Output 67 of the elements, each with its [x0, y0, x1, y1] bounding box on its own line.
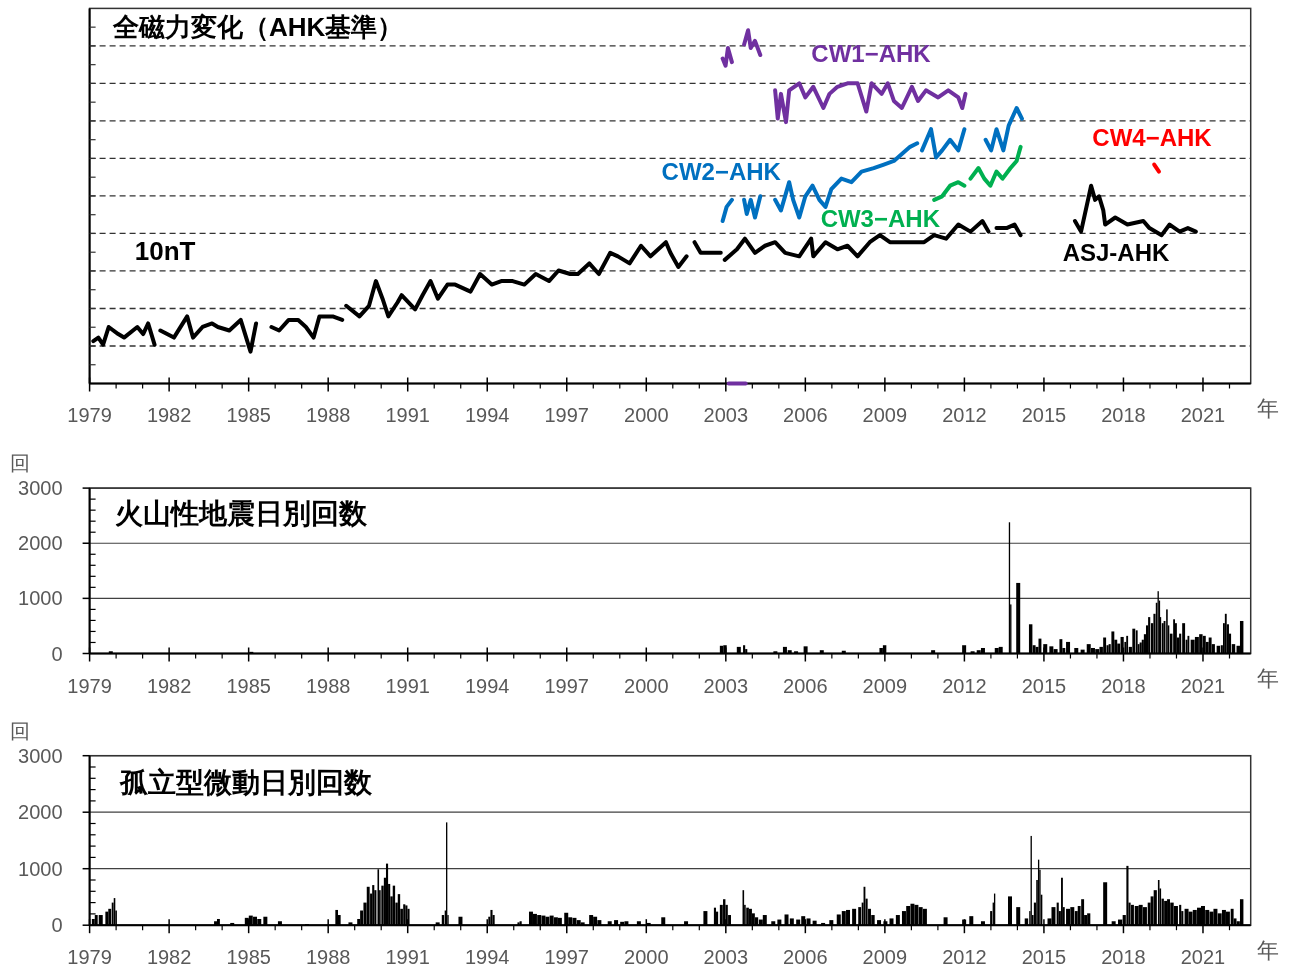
x-tick-label: 1982 [146, 675, 192, 697]
y-axis-title: 回 [10, 452, 30, 475]
series-label: CW1−AHK [811, 39, 932, 67]
y-tick-label: 3000 [18, 744, 63, 767]
x-tick-label: 1994 [464, 404, 510, 426]
x-tick-label: 2018 [1101, 946, 1146, 968]
x-tick-label: 2003 [703, 404, 749, 426]
chart-title: 全磁力変化（AHK基準） [112, 12, 404, 42]
x-tick-label: 1979 [67, 404, 112, 426]
x-tick-label: 2003 [703, 946, 749, 968]
x-tick-label: 2012 [942, 946, 987, 968]
x-tick-label: 1997 [544, 675, 590, 697]
y-axis-title: 回 [10, 719, 30, 742]
x-axis-title: 年 [1256, 937, 1279, 963]
x-tick-label: 1985 [226, 946, 271, 968]
series-label: CW2−AHK [661, 158, 782, 186]
y-tick-label: 1000 [18, 857, 63, 880]
x-tick-label: 2018 [1101, 404, 1146, 426]
x-tick-label: 1988 [305, 404, 351, 426]
x-tick-label: 1991 [385, 946, 430, 968]
x-tick-label: 2012 [942, 675, 987, 697]
x-tick-label: 1991 [385, 675, 430, 697]
series-label: CW4−AHK [1092, 123, 1213, 151]
x-tick-label: 2015 [1021, 675, 1067, 697]
x-tick-label: 2009 [862, 946, 908, 968]
y-tick-label: 0 [51, 642, 63, 665]
y-tick-label: 0 [51, 914, 63, 937]
x-tick-label: 1988 [305, 946, 351, 968]
x-tick-label: 2021 [1180, 946, 1226, 968]
x-tick-label: 1979 [67, 675, 112, 697]
y-tick-label: 1000 [18, 587, 63, 610]
x-tick-label: 2015 [1021, 404, 1067, 426]
x-tick-label: 2009 [862, 404, 908, 426]
chart-title: 孤立型微動日別回数 [119, 766, 373, 798]
x-tick-label: 2021 [1180, 675, 1226, 697]
series-label: ASJ-AHK [1062, 239, 1171, 267]
x-tick-label: 2000 [624, 946, 669, 968]
x-tick-label: 1985 [226, 675, 271, 697]
x-tick-label: 1979 [67, 946, 112, 968]
x-tick-label: 1994 [464, 675, 510, 697]
x-tick-label: 1982 [146, 946, 192, 968]
x-tick-label: 1988 [305, 675, 351, 697]
x-axis-title: 年 [1256, 666, 1279, 691]
x-tick-label: 2000 [624, 404, 669, 426]
x-tick-label: 2012 [942, 404, 987, 426]
x-tick-label: 1997 [544, 404, 590, 426]
x-tick-label: 2000 [624, 675, 669, 697]
x-tick-label: 1985 [226, 404, 271, 426]
x-tick-label: 1991 [385, 404, 430, 426]
x-tick-label: 2006 [783, 675, 828, 697]
x-tick-label: 2021 [1180, 404, 1226, 426]
y-tick-label: 2000 [18, 532, 63, 555]
x-tick-label: 2009 [862, 675, 908, 697]
x-tick-label: 2015 [1021, 946, 1067, 968]
series-label: CW3−AHK [820, 205, 941, 233]
y-tick-label: 3000 [18, 477, 63, 500]
x-tick-label: 2006 [783, 404, 828, 426]
annotation: 10nT [134, 236, 196, 267]
x-tick-label: 1982 [146, 404, 192, 426]
x-tick-label: 2003 [703, 675, 749, 697]
x-axis-title: 年 [1256, 396, 1279, 421]
x-tick-label: 1997 [544, 946, 590, 968]
x-tick-label: 2006 [783, 946, 828, 968]
y-tick-label: 2000 [18, 801, 63, 824]
x-tick-label: 1994 [464, 946, 510, 968]
chart-title: 火山性地震日別回数 [115, 497, 368, 529]
x-tick-label: 2018 [1101, 675, 1146, 697]
